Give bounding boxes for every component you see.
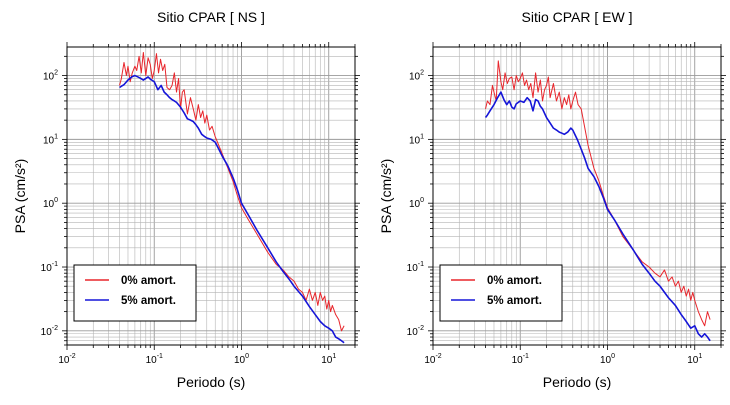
legend: 0% amort. 5% amort.	[73, 264, 197, 322]
y-tick-base: 10	[43, 135, 55, 146]
y-tick-base: 10	[409, 135, 421, 146]
y-tick-base: 10	[409, 199, 421, 210]
x-tick-label: 100	[600, 353, 615, 366]
chart-title: Sitio CPAR [ NS ]	[157, 9, 265, 25]
y-tick-exponent: -2	[418, 325, 424, 332]
y-axis-label: PSA (cm/s²)	[378, 159, 394, 234]
legend-label: 0% amort.	[487, 275, 542, 287]
x-tick-base: 10	[424, 355, 436, 366]
x-tick-exponent: 1	[698, 353, 702, 360]
x-tick-base: 10	[321, 355, 333, 366]
x-tick-exponent: 0	[611, 353, 615, 360]
tick-marks	[428, 42, 726, 350]
y-tick-exponent: 1	[54, 133, 58, 140]
y-tick-label: 10-1	[407, 261, 424, 274]
chart-title: Sitio CPAR [ EW ]	[522, 9, 633, 25]
legend-box	[439, 264, 563, 322]
x-tick-base: 10	[512, 355, 524, 366]
y-tick-label: 100	[409, 197, 424, 210]
x-tick-base: 10	[146, 355, 158, 366]
legend: 0% amort. 5% amort.	[439, 264, 563, 322]
y-tick-label: 101	[43, 133, 58, 146]
plot-frame	[432, 46, 722, 346]
x-tick-exponent: -2	[69, 353, 75, 360]
series-group	[484, 60, 711, 342]
y-tick-label: 101	[409, 133, 424, 146]
x-tick-exponent: 1	[332, 353, 336, 360]
y-tick-exponent: 0	[420, 197, 424, 204]
x-tick-exponent: 0	[245, 353, 249, 360]
tick-marks	[62, 42, 360, 350]
x-tick-exponent: -1	[157, 353, 163, 360]
x-axis-label: Periodo (s)	[543, 374, 611, 390]
plot-frame	[66, 46, 356, 346]
x-tick-base: 10	[687, 355, 699, 366]
chart-panel-1: Sitio CPAR [ NS ]10-2 10-1 100 10110-210-11…	[12, 9, 360, 390]
x-tick-base: 10	[600, 355, 612, 366]
y-tick-base: 10	[407, 263, 419, 274]
x-tick-label: 10-1	[512, 353, 529, 366]
x-tick-exponent: -2	[435, 353, 441, 360]
y-tick-exponent: -2	[52, 325, 58, 332]
x-tick-base: 10	[58, 355, 70, 366]
y-tick-exponent: 2	[420, 70, 424, 77]
y-tick-label: 10-2	[41, 325, 58, 338]
y-tick-label: 102	[409, 70, 424, 83]
y-tick-exponent: -1	[418, 261, 424, 268]
y-tick-exponent: 0	[54, 197, 58, 204]
x-tick-label: 100	[234, 353, 249, 366]
y-tick-base: 10	[43, 199, 55, 210]
y-axis-label: PSA (cm/s²)	[12, 159, 28, 234]
y-tick-exponent: 1	[420, 133, 424, 140]
series-line-red	[485, 60, 711, 327]
y-tick-base: 10	[43, 72, 55, 83]
y-tick-label: 100	[43, 197, 58, 210]
x-tick-label: 10-1	[146, 353, 163, 366]
y-tick-exponent: 2	[54, 70, 58, 77]
x-axis-label: Periodo (s)	[177, 374, 245, 390]
y-tick-base: 10	[407, 327, 419, 338]
series-line-blue	[484, 91, 711, 342]
series-line-blue	[119, 74, 345, 344]
chart-panel-2: Sitio CPAR [ EW ]10-2 10-1 100 10110-210-11…	[378, 9, 726, 390]
y-tick-label: 10-1	[41, 261, 58, 274]
y-tick-base: 10	[41, 327, 53, 338]
y-tick-base: 10	[409, 72, 421, 83]
legend-box	[73, 264, 197, 322]
legend-label: 0% amort.	[121, 275, 176, 287]
x-tick-exponent: -1	[523, 353, 529, 360]
y-tick-label: 10-2	[407, 325, 424, 338]
x-tick-label: 10-2	[58, 353, 75, 366]
x-tick-base: 10	[234, 355, 246, 366]
legend-label: 5% amort.	[487, 295, 542, 307]
y-tick-label: 102	[43, 70, 58, 83]
legend-label: 5% amort.	[121, 295, 176, 307]
series-group	[119, 51, 345, 344]
series-line-red	[119, 51, 345, 332]
y-tick-base: 10	[41, 263, 53, 274]
x-tick-label: 101	[321, 353, 336, 366]
x-tick-label: 10-2	[424, 353, 441, 366]
y-tick-exponent: -1	[52, 261, 58, 268]
x-tick-label: 101	[687, 353, 702, 366]
